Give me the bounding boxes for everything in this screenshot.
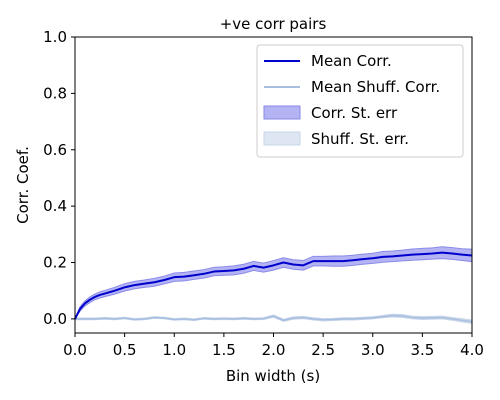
x-tick-label: 3.5 — [410, 341, 434, 359]
x-tick-label: 1.5 — [212, 341, 236, 359]
legend-label-shuff-st-err: Shuff. St. err. — [311, 130, 409, 148]
chart-title: +ve corr pairs — [220, 15, 327, 33]
legend-label-corr-st-err: Corr. St. err — [311, 104, 398, 122]
plot-area — [74, 246, 473, 324]
y-tick-label: 1.0 — [43, 28, 67, 46]
legend: Mean Corr. Mean Shuff. Corr. Corr. St. e… — [256, 44, 464, 158]
legend-swatch-shuff-st-err — [263, 131, 301, 146]
y-tick-label: 0.4 — [43, 197, 67, 215]
x-tick-label: 4.0 — [460, 341, 484, 359]
x-tick-label: 2.5 — [311, 341, 335, 359]
y-tick-label: 0.6 — [43, 141, 67, 159]
y-axis-ticks: 0.0 0.2 0.4 0.6 0.8 1.0 — [43, 28, 75, 328]
legend-label-mean-corr: Mean Corr. — [311, 52, 392, 70]
legend-swatch-corr-st-err — [263, 105, 301, 120]
series-line-mean-corr — [74, 251, 473, 320]
series-line-mean-shuff-corr — [75, 314, 473, 323]
y-tick-label: 0.2 — [43, 254, 67, 272]
x-tick-label: 3.0 — [361, 341, 385, 359]
x-axis-label: Bin width (s) — [226, 367, 320, 385]
y-tick-label: 0.8 — [43, 84, 67, 102]
x-tick-label: 0.0 — [63, 341, 87, 359]
x-axis-ticks: 0.0 0.5 1.0 1.5 2.0 2.5 3.0 3.5 4.0 — [63, 333, 484, 359]
x-tick-label: 2.0 — [262, 341, 286, 359]
legend-label-mean-shuff-corr: Mean Shuff. Corr. — [311, 78, 440, 96]
y-axis-label: Corr. Coef. — [14, 146, 32, 224]
legend-box — [256, 44, 464, 158]
x-tick-label: 0.5 — [113, 341, 137, 359]
x-tick-label: 1.0 — [162, 341, 186, 359]
band-corr-st-err — [74, 246, 473, 320]
y-tick-label: 0.0 — [43, 310, 67, 328]
